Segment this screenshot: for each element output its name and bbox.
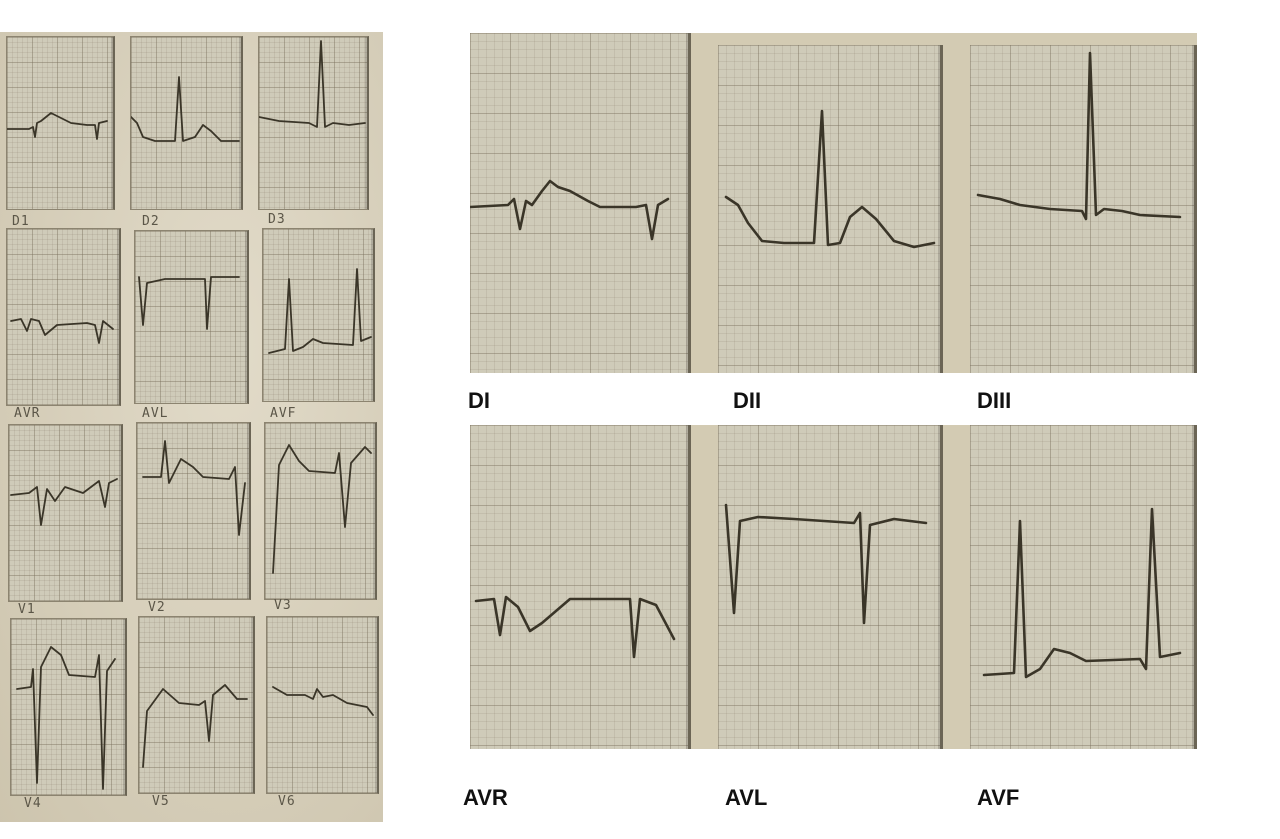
ecg-panel-v3: [264, 422, 377, 600]
ecg-panel-v6: [266, 616, 379, 794]
ecg-panel-avr-magnified: [470, 425, 691, 749]
ecg-panel-diii: [970, 45, 1197, 373]
ecg-panel-v4: [10, 618, 127, 796]
label-dii: DII: [733, 388, 762, 413]
left-label-v4: V4: [24, 796, 42, 811]
label-diii: DIII: [977, 388, 1012, 413]
ecg-panel-avf-magnified: [970, 425, 1197, 749]
ecg-photo-magnified: [470, 33, 1197, 749]
label-di: DI: [468, 388, 490, 413]
ecg-panel-avl-magnified: [718, 425, 943, 749]
ecg-panel-avl: [134, 230, 249, 404]
ecg-panel-avf: [262, 228, 375, 402]
left-label-d2: D2: [142, 214, 160, 229]
ecg-photo-full: D1 D2 D3 AVR AVL AVF V1 V2 V3 V4 V5 V6: [0, 32, 383, 822]
left-label-avf: AVF: [270, 406, 297, 421]
left-label-avr: AVR: [14, 406, 41, 421]
ecg-panel-v2: [136, 422, 251, 600]
left-label-d1: D1: [12, 214, 30, 229]
left-label-v5: V5: [152, 794, 170, 809]
ecg-panel-d3: [258, 36, 369, 210]
ecg-panel-v5: [138, 616, 255, 794]
ecg-panel-di: [470, 33, 691, 373]
left-label-d3: D3: [268, 212, 286, 227]
label-avf: AVF: [977, 785, 1020, 810]
label-avl: AVL: [725, 785, 768, 810]
label-avr: AVR: [463, 785, 508, 810]
left-label-avl: AVL: [142, 406, 169, 421]
left-label-v3: V3: [274, 598, 292, 613]
ecg-panel-dii: [718, 45, 943, 373]
left-label-v2: V2: [148, 600, 166, 615]
ecg-panel-v1: [8, 424, 123, 602]
ecg-panel-d2: [130, 36, 243, 210]
left-label-v6: V6: [278, 794, 296, 809]
left-label-v1: V1: [18, 602, 36, 617]
ecg-panel-avr: [6, 228, 121, 406]
ecg-panel-d1: [6, 36, 115, 210]
